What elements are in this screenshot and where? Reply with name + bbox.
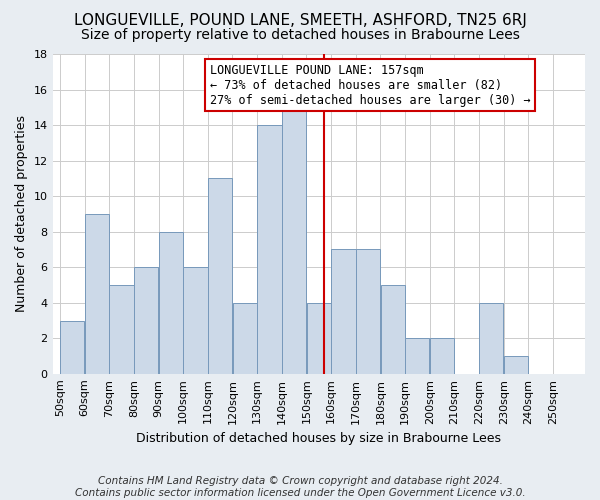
Text: Contains HM Land Registry data © Crown copyright and database right 2024.
Contai: Contains HM Land Registry data © Crown c…: [74, 476, 526, 498]
Bar: [257, 125, 281, 374]
Bar: [504, 356, 528, 374]
Bar: [430, 338, 454, 374]
Bar: [233, 302, 257, 374]
Text: Size of property relative to detached houses in Brabourne Lees: Size of property relative to detached ho…: [80, 28, 520, 42]
Bar: [109, 285, 134, 374]
Bar: [184, 267, 208, 374]
Bar: [331, 250, 356, 374]
Bar: [159, 232, 183, 374]
Bar: [85, 214, 109, 374]
Bar: [60, 320, 85, 374]
Bar: [208, 178, 232, 374]
Bar: [405, 338, 430, 374]
Bar: [307, 302, 331, 374]
X-axis label: Distribution of detached houses by size in Brabourne Lees: Distribution of detached houses by size …: [136, 432, 501, 445]
Bar: [356, 250, 380, 374]
Text: LONGUEVILLE, POUND LANE, SMEETH, ASHFORD, TN25 6RJ: LONGUEVILLE, POUND LANE, SMEETH, ASHFORD…: [74, 12, 526, 28]
Text: LONGUEVILLE POUND LANE: 157sqm
← 73% of detached houses are smaller (82)
27% of : LONGUEVILLE POUND LANE: 157sqm ← 73% of …: [209, 64, 530, 106]
Bar: [134, 267, 158, 374]
Bar: [380, 285, 405, 374]
Bar: [282, 108, 306, 374]
Bar: [479, 302, 503, 374]
Y-axis label: Number of detached properties: Number of detached properties: [15, 116, 28, 312]
